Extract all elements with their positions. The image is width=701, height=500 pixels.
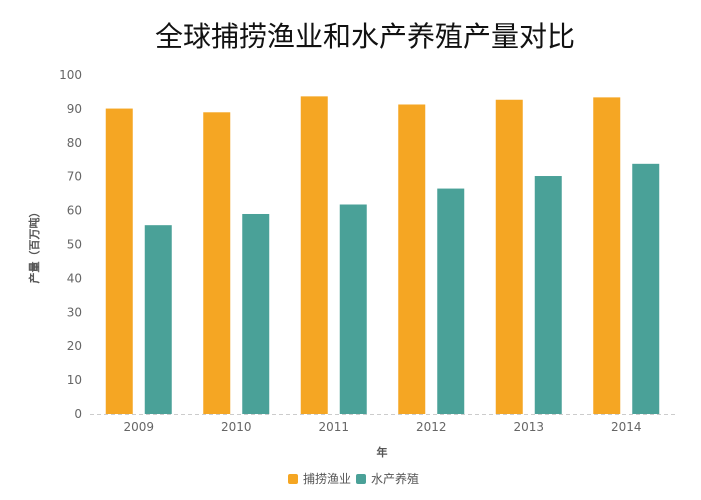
- bar-aquaculture-2013: [534, 176, 562, 414]
- x-tick-label: 2011: [318, 420, 349, 434]
- y-tick-label: 60: [67, 204, 82, 218]
- x-tick-label: 2010: [221, 420, 252, 434]
- bar-aquaculture-2014: [632, 163, 660, 414]
- bar-capture-2009: [105, 108, 133, 414]
- bar-aquaculture-2009: [144, 225, 172, 414]
- y-tick-label: 30: [67, 305, 82, 319]
- y-axis-label: 产量（百万吨）: [27, 207, 41, 284]
- y-tick-label: 80: [67, 136, 82, 150]
- x-tick-label: 2012: [416, 420, 447, 434]
- bar-capture-2010: [203, 112, 231, 414]
- chart-title: 全球捕捞渔业和水产养殖产量对比: [155, 20, 575, 53]
- y-tick-label: 90: [67, 102, 82, 116]
- y-tick-label: 10: [67, 373, 82, 387]
- y-tick-label: 20: [67, 339, 82, 353]
- x-tick-label: 2014: [611, 420, 642, 434]
- y-tick-label: 100: [59, 68, 82, 82]
- bar-aquaculture-2010: [242, 213, 270, 414]
- y-tick-label: 0: [74, 407, 82, 421]
- y-tick-label: 40: [67, 271, 82, 285]
- plot-area: [90, 96, 675, 415]
- x-tick-label: 2013: [513, 420, 544, 434]
- legend-swatch: [288, 474, 298, 484]
- legend: 捕捞渔业 水产养殖: [288, 471, 419, 486]
- legend-swatch: [356, 474, 366, 484]
- legend-label: 水产养殖: [371, 471, 419, 486]
- bar-capture-2012: [398, 104, 426, 415]
- bar-capture-2013: [495, 99, 523, 414]
- x-axis-label: 年: [377, 445, 388, 459]
- y-tick-label: 50: [67, 238, 82, 252]
- y-tick-label: 70: [67, 170, 82, 184]
- bar-capture-2014: [593, 97, 621, 415]
- y-axis-ticks: 0 10 20 30 40 50 60 70 80 90 100: [59, 68, 82, 421]
- x-axis-ticks: 2009 2010 2011 2012 2013 2014: [123, 420, 641, 434]
- x-tick-label: 2009: [123, 420, 154, 434]
- bar-aquaculture-2011: [339, 204, 367, 414]
- bar-aquaculture-2012: [437, 188, 465, 414]
- bar-capture-2011: [300, 96, 328, 415]
- legend-label: 捕捞渔业: [303, 471, 351, 486]
